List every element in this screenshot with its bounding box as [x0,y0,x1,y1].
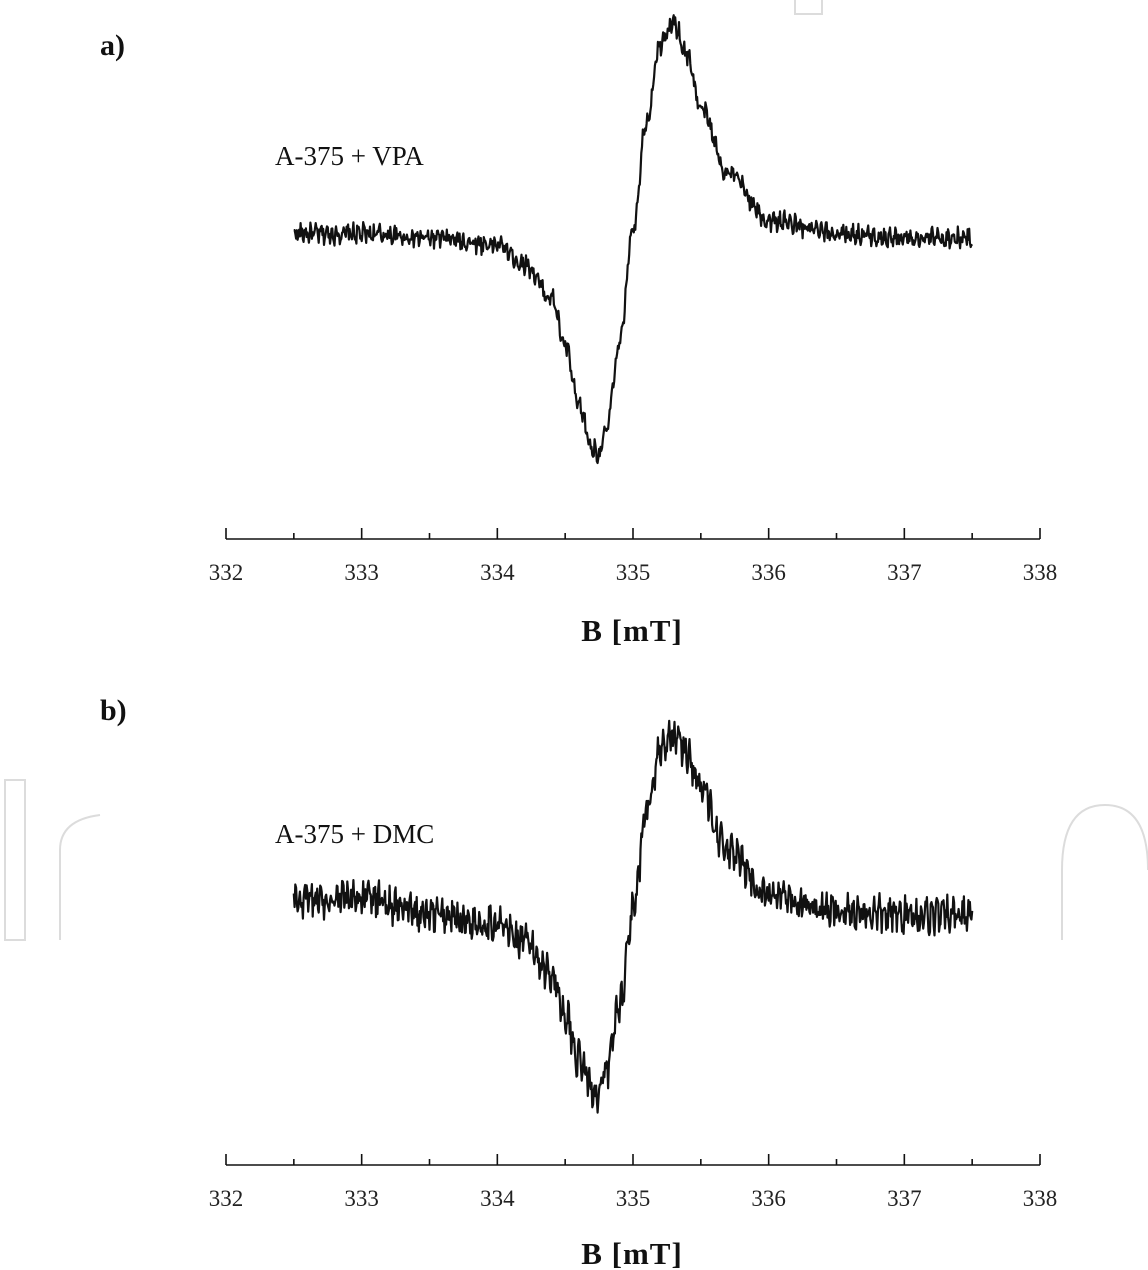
x-tick-label: 334 [480,560,515,585]
x-axis-title-a: B [mT] [581,613,683,648]
panel-a: a) A-375 + VPA 332 333 334 335 336 337 338 B [… [100,14,1058,648]
x-tick-label: 335 [616,1186,651,1211]
x-tick-label: 337 [887,560,922,585]
panel-b-label: b) [100,694,127,727]
x-tick-label: 335 [616,560,651,585]
series-b-line [292,719,974,1114]
x-tick-label: 334 [480,1186,515,1211]
panel-a-label: a) [100,29,125,62]
x-axis-title-b: B [mT] [581,1236,683,1270]
watermark-logo [4,0,1148,941]
x-tick-label: 338 [1023,560,1058,585]
x-tick-label: 336 [751,560,786,585]
x-tick-label: 336 [751,1186,786,1211]
x-tick-label: 337 [887,1186,922,1211]
panel-b: b) A-375 + DMC 332 333 334 335 336 337 338 B [… [100,694,1057,1270]
x-tick-label: 333 [344,1186,379,1211]
x-tick-label: 332 [209,1186,244,1211]
series-b-label: A-375 + DMC [275,819,434,849]
x-axis-b: 332 333 334 335 336 337 338 [209,1154,1058,1211]
x-tick-label: 333 [344,560,379,585]
series-a-label: A-375 + VPA [275,141,424,171]
x-tick-label: 332 [209,560,244,585]
x-axis-a: 332 333 334 335 336 337 338 [209,528,1058,585]
x-tick-label: 338 [1023,1186,1058,1211]
series-a-line [293,14,974,465]
